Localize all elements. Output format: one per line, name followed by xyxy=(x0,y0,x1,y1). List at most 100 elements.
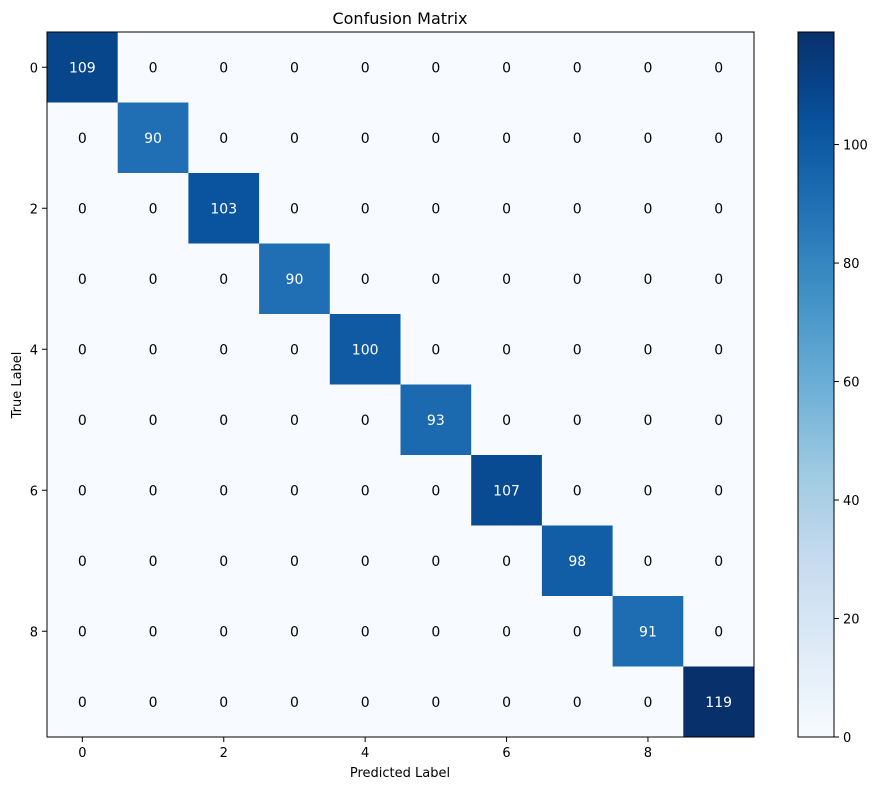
heatmap-cell xyxy=(47,455,119,526)
heatmap-cell xyxy=(471,384,543,456)
heatmap-cell xyxy=(117,314,189,385)
cell-value-label: 0 xyxy=(78,272,87,288)
colorbar-tick-label: 80 xyxy=(843,257,860,272)
heatmap-cell xyxy=(47,596,119,667)
heatmap-cell xyxy=(612,314,684,385)
heatmap-cell xyxy=(47,243,119,315)
heatmap-cell xyxy=(683,32,755,103)
cell-value-label: 0 xyxy=(361,483,370,499)
colorbar-ticks: 0 20 40 60 80 100 xyxy=(834,139,868,746)
cell-value-label: 0 xyxy=(573,695,582,711)
cell-value-label: 0 xyxy=(78,483,87,499)
cell-value-label: 0 xyxy=(149,483,158,499)
heatmap-cell xyxy=(400,596,472,667)
cell-value-label: 107 xyxy=(493,483,520,499)
cell-value-label: 0 xyxy=(149,60,158,76)
cell-value-label: 0 xyxy=(78,695,87,711)
heatmap-cell xyxy=(329,173,401,244)
cell-value-label: 0 xyxy=(219,695,228,711)
cell-value-label: 0 xyxy=(361,695,370,711)
x-tick-label: 6 xyxy=(502,746,510,761)
cell-value-label: 90 xyxy=(286,272,304,288)
cell-value-label: 109 xyxy=(69,60,96,76)
heatmap-cell xyxy=(329,384,401,456)
cell-value-label: 0 xyxy=(573,483,582,499)
heatmap-cell xyxy=(329,32,401,103)
heatmap-cell xyxy=(117,173,189,244)
cell-value-label: 0 xyxy=(502,60,511,76)
heatmap-cell xyxy=(471,455,543,526)
heatmap-cell xyxy=(188,32,260,103)
cell-value-label: 0 xyxy=(361,554,370,570)
cell-value-label: 0 xyxy=(643,483,652,499)
cell-value-label: 0 xyxy=(149,342,158,358)
heatmap-cell xyxy=(117,596,189,667)
cell-value-label: 0 xyxy=(573,624,582,640)
heatmap-cell xyxy=(400,384,472,456)
heatmap-cell xyxy=(188,455,260,526)
cell-value-label: 0 xyxy=(431,554,440,570)
cell-value-label: 0 xyxy=(361,131,370,147)
cell-value-label: 0 xyxy=(643,272,652,288)
cell-value-label: 0 xyxy=(290,201,299,217)
y-tick-label: 4 xyxy=(30,343,38,358)
heatmap-cell xyxy=(259,243,331,315)
cell-value-label: 0 xyxy=(502,201,511,217)
heatmap-cell xyxy=(47,666,119,738)
heatmap-cell xyxy=(400,525,472,597)
cell-value-label: 0 xyxy=(219,554,228,570)
heatmap-cell xyxy=(259,596,331,667)
cell-value-label: 0 xyxy=(290,413,299,429)
cell-value-label: 0 xyxy=(290,624,299,640)
heatmap-cell xyxy=(471,173,543,244)
cell-value-label: 0 xyxy=(502,413,511,429)
x-tick-label: 4 xyxy=(361,746,369,761)
cell-value-label: 0 xyxy=(431,60,440,76)
heatmap-cell xyxy=(400,455,472,526)
heatmap-cell xyxy=(471,243,543,315)
heatmap-cell xyxy=(329,596,401,667)
x-axis-label: Predicted Label xyxy=(350,766,450,781)
cell-value-label: 91 xyxy=(639,624,657,640)
cell-value-label: 0 xyxy=(290,483,299,499)
heatmap-cell xyxy=(612,455,684,526)
cell-value-label: 0 xyxy=(78,131,87,147)
heatmap-cell xyxy=(471,32,543,103)
y-tick-label: 8 xyxy=(30,625,38,640)
x-tick-label: 8 xyxy=(644,746,652,761)
cell-value-label: 0 xyxy=(643,342,652,358)
heatmap-cell xyxy=(541,596,614,667)
cell-value-label: 0 xyxy=(361,624,370,640)
cell-value-label: 0 xyxy=(714,60,723,76)
cell-value-label: 0 xyxy=(431,201,440,217)
cell-value-label: 0 xyxy=(219,483,228,499)
plot-frame xyxy=(46,31,755,738)
heatmap-cell xyxy=(329,666,401,738)
cell-value-label: 0 xyxy=(714,554,723,570)
colorbar-tick-label: 100 xyxy=(843,139,868,154)
heatmap-cell xyxy=(471,314,543,385)
heatmap-cell xyxy=(329,525,401,597)
colorbar-tick-label: 40 xyxy=(843,494,860,509)
cell-value-label: 0 xyxy=(78,554,87,570)
cell-value-label: 0 xyxy=(431,483,440,499)
heatmap-cell xyxy=(400,243,472,315)
cell-value-label: 0 xyxy=(290,131,299,147)
heatmap-cell xyxy=(400,173,472,244)
cell-value-label: 100 xyxy=(352,342,379,358)
cell-value-label: 0 xyxy=(643,413,652,429)
heatmap-cell xyxy=(471,596,543,667)
cell-value-label: 0 xyxy=(149,413,158,429)
heatmap-cell xyxy=(683,314,755,385)
cell-value-label: 0 xyxy=(219,60,228,76)
heatmap-cell xyxy=(541,455,614,526)
heatmap-cell-labels: 109 0 0 0 0 0 0 0 0 0 0 90 0 0 0 0 0 0 0 0 0 0 103 0 0 0 0 0 0 0 0 0 0 90… xyxy=(69,60,732,711)
cell-value-label: 0 xyxy=(149,201,158,217)
heatmap-cell xyxy=(47,384,119,456)
y-tick-label: 0 xyxy=(30,61,38,76)
heatmap-cell xyxy=(329,243,401,315)
heatmap-cell xyxy=(117,666,189,738)
cell-value-label: 0 xyxy=(714,201,723,217)
heatmap-cell xyxy=(259,173,331,244)
